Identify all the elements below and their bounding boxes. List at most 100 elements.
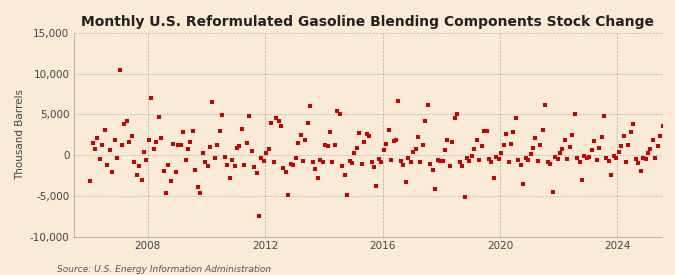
Point	[385, 158, 396, 162]
Point	[567, 133, 578, 137]
Point	[359, 140, 370, 144]
Point	[259, 159, 269, 163]
Point	[572, 156, 583, 161]
Point	[537, 128, 548, 132]
Point	[633, 161, 644, 166]
Point	[356, 162, 367, 166]
Point	[275, 123, 286, 128]
Point	[530, 136, 541, 140]
Point	[349, 150, 360, 155]
Point	[396, 159, 406, 163]
Point	[111, 156, 122, 161]
Point	[469, 147, 480, 152]
Point	[156, 136, 167, 140]
Point	[630, 157, 641, 161]
Point	[457, 164, 468, 169]
Point	[232, 145, 242, 150]
Point	[620, 160, 631, 164]
Point	[545, 162, 556, 166]
Point	[300, 138, 311, 143]
Point	[369, 165, 379, 169]
Point	[503, 160, 514, 165]
Point	[95, 157, 105, 161]
Point	[432, 158, 443, 162]
Point	[408, 150, 418, 154]
Point	[256, 156, 267, 161]
Point	[555, 150, 566, 155]
Point	[315, 158, 325, 162]
Point	[423, 102, 433, 107]
Point	[412, 135, 423, 139]
Point	[635, 169, 646, 174]
Point	[371, 184, 382, 188]
Point	[474, 158, 485, 162]
Point	[381, 142, 392, 146]
Point	[645, 147, 656, 152]
Point	[192, 185, 203, 189]
Point	[466, 154, 477, 158]
Point	[564, 145, 575, 149]
Point	[190, 167, 200, 172]
Point	[376, 160, 387, 165]
Point	[122, 119, 132, 123]
Point	[427, 167, 438, 172]
Point	[379, 148, 389, 152]
Point	[212, 143, 223, 147]
Point	[447, 140, 458, 144]
Point	[340, 172, 350, 177]
Point	[601, 155, 612, 160]
Point	[219, 155, 230, 159]
Point	[281, 170, 292, 174]
Point	[520, 156, 531, 161]
Point	[662, 160, 673, 164]
Point	[486, 160, 497, 164]
Text: Source: U.S. Energy Information Administration: Source: U.S. Energy Information Administ…	[57, 265, 271, 274]
Point	[626, 130, 637, 134]
Point	[342, 193, 352, 197]
Point	[271, 116, 281, 121]
Point	[410, 146, 421, 151]
Point	[344, 159, 355, 163]
Point	[170, 170, 181, 174]
Point	[224, 176, 235, 180]
Point	[574, 160, 585, 165]
Point	[452, 111, 462, 116]
Point	[295, 133, 306, 137]
Point	[85, 179, 96, 183]
Point	[415, 160, 426, 164]
Point	[188, 128, 198, 133]
Point	[151, 140, 161, 144]
Point	[591, 158, 602, 162]
Point	[173, 143, 184, 147]
Point	[647, 138, 658, 143]
Point	[239, 163, 250, 167]
Point	[197, 151, 208, 156]
Point	[400, 180, 411, 184]
Point	[557, 146, 568, 151]
Point	[442, 138, 453, 142]
Point	[405, 160, 416, 164]
Point	[248, 165, 259, 169]
Point	[136, 178, 147, 183]
Point	[305, 104, 316, 108]
Point	[290, 155, 301, 160]
Point	[161, 191, 171, 196]
Point	[623, 142, 634, 147]
Point	[552, 157, 563, 161]
Point	[114, 67, 125, 72]
Point	[200, 160, 211, 164]
Point	[244, 114, 254, 118]
Point	[420, 119, 431, 123]
Point	[119, 122, 130, 127]
Point	[393, 98, 404, 103]
Point	[594, 145, 605, 150]
Point	[325, 130, 335, 134]
Point	[361, 132, 372, 136]
Point	[207, 100, 218, 104]
Point	[286, 162, 296, 166]
Point	[288, 163, 298, 167]
Point	[268, 160, 279, 165]
Point	[215, 128, 225, 133]
Point	[320, 143, 331, 147]
Point	[222, 163, 233, 167]
